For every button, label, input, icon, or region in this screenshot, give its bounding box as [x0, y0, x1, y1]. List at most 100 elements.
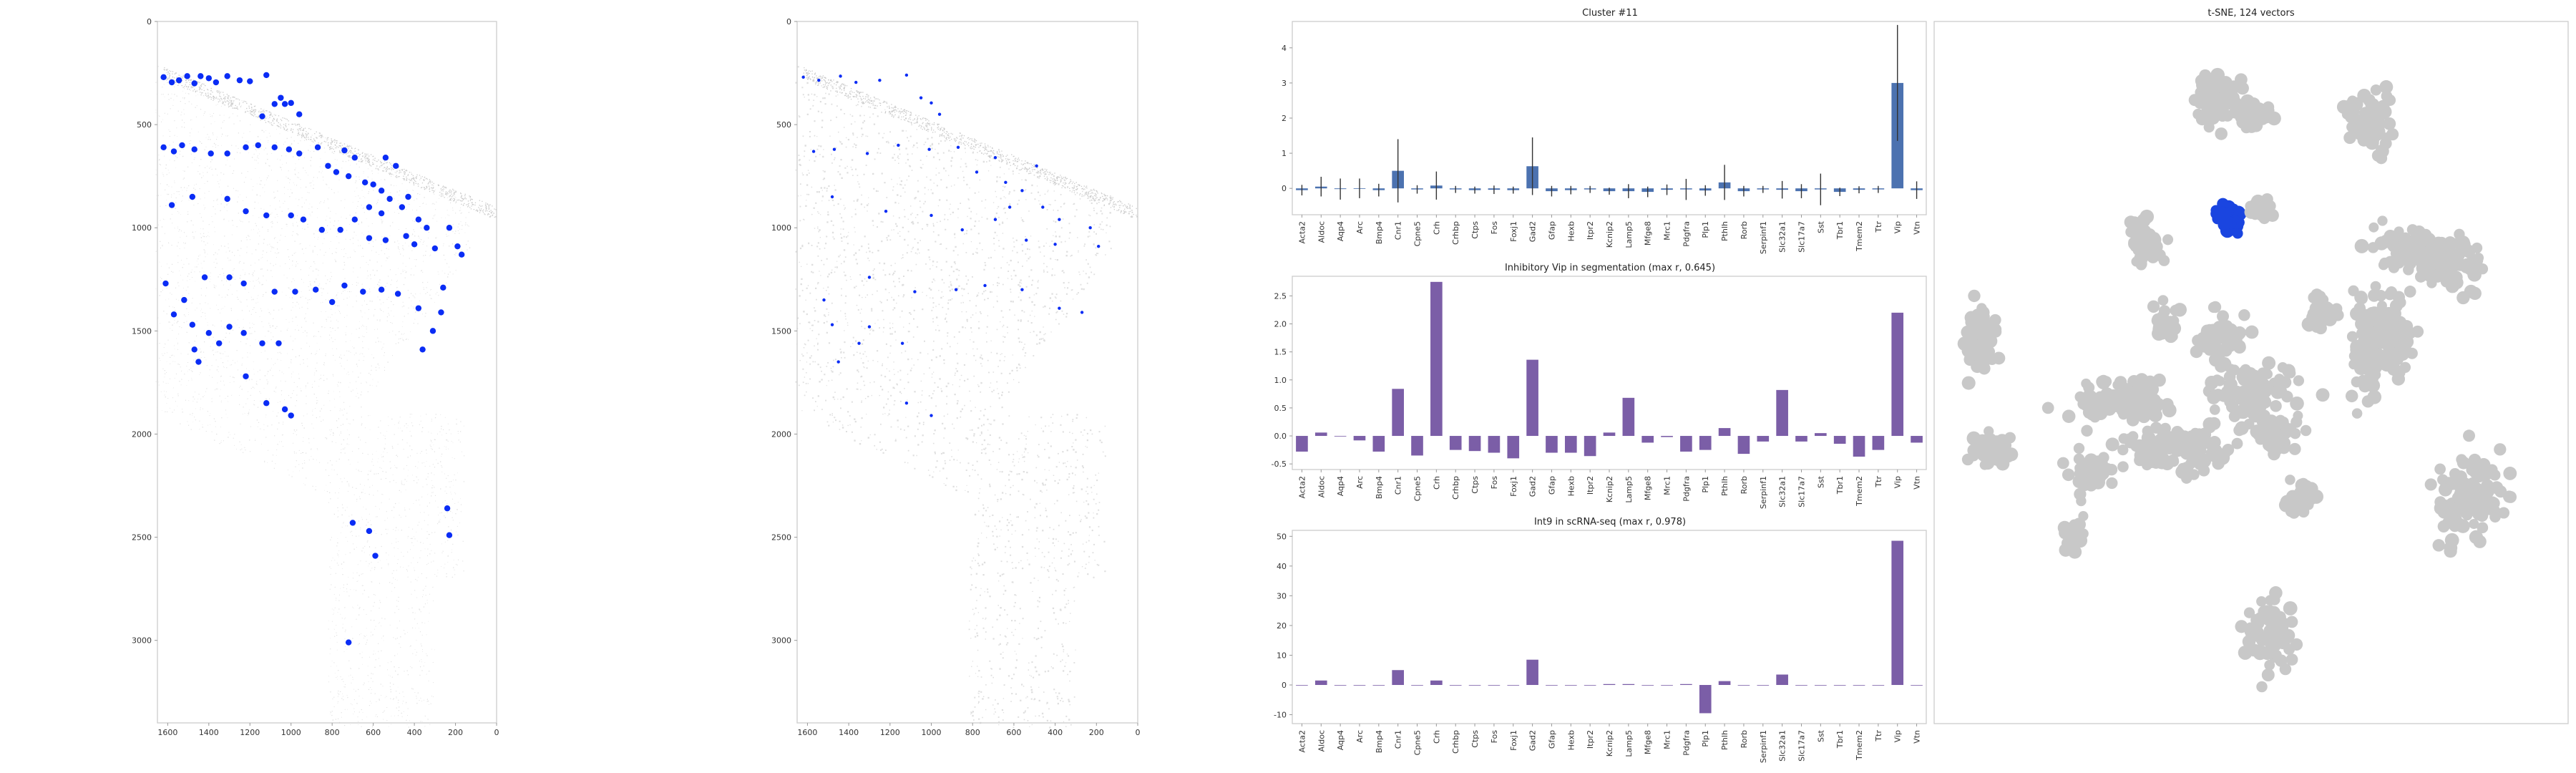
x-tick-label: Itpr2 — [1586, 221, 1595, 240]
tsne-point — [2398, 344, 2410, 356]
x-tick-label: Rorb — [1740, 730, 1749, 748]
tsne-point — [2438, 268, 2450, 280]
highlighted-cell — [1020, 189, 1024, 193]
highlighted-cell — [328, 298, 336, 306]
tsne-point — [2270, 399, 2282, 412]
y-tick-label: 2500 — [132, 533, 152, 543]
tsne-point — [1976, 447, 1989, 460]
tsne-point — [2126, 413, 2140, 427]
x-tick-label: Aqp4 — [1336, 476, 1345, 496]
tsne-point — [2264, 659, 2275, 671]
highlighted-cell — [271, 144, 278, 151]
tsne-point — [2457, 477, 2472, 491]
tsne-point — [2463, 429, 2475, 442]
bar-Fos — [1488, 436, 1501, 453]
x-tick-label: Lamp5 — [1624, 730, 1634, 757]
highlighted-cell — [333, 169, 340, 175]
tsne-point — [2127, 431, 2139, 442]
bar-Mrc1 — [1661, 436, 1673, 437]
bar-Arc — [1353, 436, 1366, 441]
tsne-point — [2204, 324, 2215, 335]
tsne-point — [2489, 505, 2501, 516]
highlighted-cell — [454, 243, 461, 250]
tsne-point — [2380, 358, 2394, 372]
highlighted-cell — [993, 156, 997, 160]
highlighted-cell — [431, 245, 439, 252]
tsne-point — [2341, 109, 2353, 120]
cell-dots — [155, 66, 471, 728]
tsne-point — [1968, 449, 1979, 462]
tsne-point — [2270, 417, 2285, 431]
highlighted-cell — [318, 226, 326, 233]
tsne-point — [2281, 390, 2293, 403]
tsne-point — [2486, 464, 2498, 476]
highlighted-cell — [162, 280, 169, 287]
bar-Pthlh — [1718, 681, 1731, 685]
tsne-cluster — [2244, 193, 2279, 225]
highlighted-cell — [378, 210, 385, 217]
x-tick-label: Aldoc — [1317, 221, 1326, 243]
tsne-point — [2168, 315, 2180, 326]
tsne-point — [2476, 469, 2489, 481]
tsne-point — [2152, 373, 2166, 387]
highlighted-cell — [975, 170, 979, 174]
tsne-point — [2193, 458, 2206, 470]
tissue-edge-band — [163, 67, 497, 218]
tsne-point — [2156, 327, 2168, 340]
tsne-point — [2218, 389, 2230, 402]
tsne-point — [1977, 316, 1989, 328]
tsne-point — [2384, 229, 2397, 243]
tsne-point — [2073, 442, 2085, 454]
tsne-point — [2232, 228, 2243, 239]
x-tick-label: Serpinf1 — [1759, 476, 1768, 509]
highlighted-cell — [884, 209, 888, 213]
highlighted-cell — [361, 179, 369, 186]
tsne-point — [2345, 389, 2358, 403]
highlighted-cell — [382, 237, 389, 243]
tsne-point — [2278, 376, 2292, 389]
x-tick-label: 1400 — [199, 728, 219, 737]
bar-Bmp4 — [1372, 685, 1385, 686]
tsne-point — [2250, 194, 2265, 209]
y-tick-label: 0.0 — [1274, 432, 1287, 441]
tsne-point — [2277, 439, 2290, 453]
tsne-point — [2233, 424, 2245, 437]
highlighted-cell — [378, 188, 385, 194]
cluster-chart-title: Cluster #11 — [1582, 8, 1638, 19]
x-tick-label: Cnr1 — [1394, 221, 1403, 240]
x-tick-label: Hexb — [1566, 730, 1576, 750]
x-tick-label: Foxj1 — [1509, 730, 1518, 751]
x-tick-label: Tmem2 — [1855, 730, 1864, 761]
bar-Itpr2 — [1584, 436, 1596, 457]
tsne-point — [2477, 263, 2489, 275]
tsne-point — [2209, 404, 2220, 415]
tsne-point — [2117, 461, 2129, 472]
highlighted-cell — [839, 74, 842, 78]
highlighted-cell — [857, 341, 861, 345]
highlighted-cell — [314, 144, 321, 151]
highlighted-cell — [240, 280, 247, 287]
bar-Kcnip2 — [1603, 432, 1616, 437]
y-tick-label: 3000 — [132, 636, 152, 646]
tsne-cluster — [2278, 475, 2324, 519]
x-tick-label: Serpinf1 — [1759, 730, 1768, 763]
highlighted-cell — [184, 73, 190, 79]
axes-frame — [1292, 276, 1927, 470]
highlighted-cell — [1080, 311, 1084, 314]
highlighted-cell — [247, 78, 253, 84]
x-tick-label: Vip — [1893, 221, 1903, 233]
x-tick-label: 0 — [1136, 728, 1141, 737]
cluster-bar-chart: Cluster #11 0 1 2 3 4 Acta2 Aldoc Aqp4 Arc Bmp4 Cn… — [1282, 8, 1927, 254]
x-tick-label: Plp1 — [1701, 476, 1710, 493]
tsne-point — [2265, 595, 2276, 606]
x-tick-label: 1600 — [797, 728, 817, 737]
y-tick-label: 2.5 — [1274, 291, 1287, 301]
tsne-cluster — [2331, 281, 2424, 419]
highlighted-cell — [160, 74, 167, 81]
tsne-point — [2365, 136, 2379, 150]
highlighted-cell — [168, 79, 175, 86]
highlighted-cell — [1008, 205, 1012, 209]
tsne-point — [2404, 286, 2416, 298]
tsne-point — [2468, 286, 2482, 301]
tsne-point — [2207, 301, 2220, 313]
